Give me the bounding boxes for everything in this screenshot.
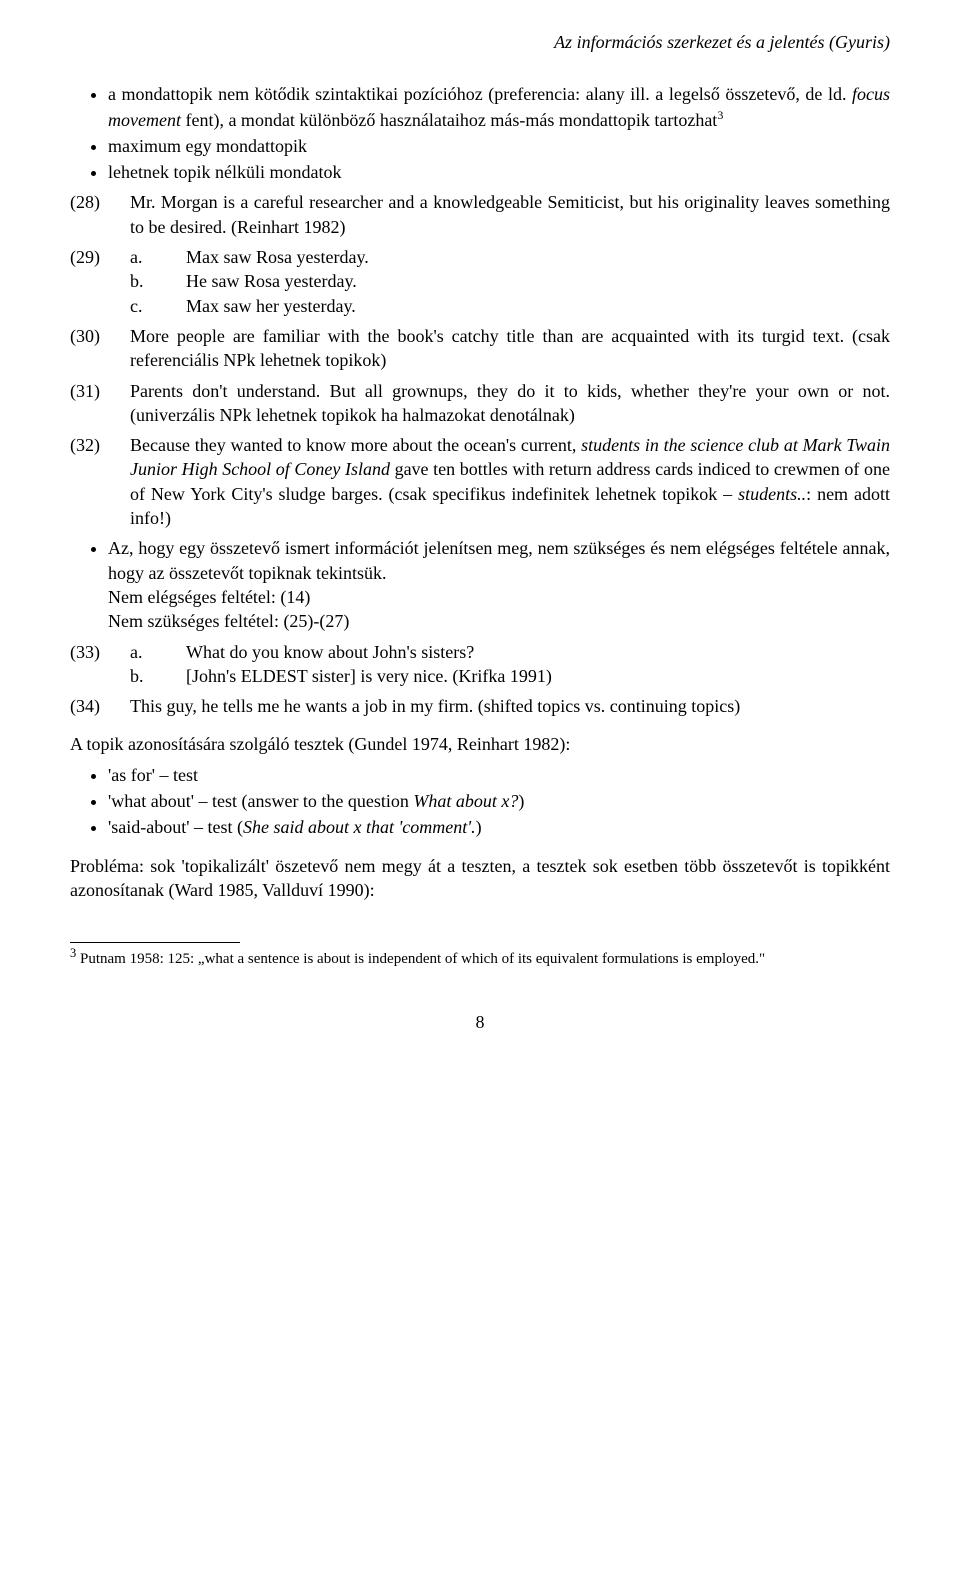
footnote-text: Putnam 1958: 125: „what a sentence is ab… [76,951,765,967]
sub-text: Max saw Rosa yesterday. [186,245,369,269]
example-text: This guy, he tells me he wants a job in … [130,694,890,718]
sub-text: He saw Rosa yesterday. [186,269,357,293]
bullet-item: lehetnek topik nélküli mondatok [108,160,890,184]
bullet-item: Az, hogy egy összetevő ismert információ… [108,536,890,633]
bullet-text: a mondattopik nem kötődik szintaktikai p… [108,84,890,129]
sub-label: b. [130,269,186,293]
tests-list: 'as for' – test 'what about' – test (ans… [70,763,890,840]
example-sub: a. What do you know about John's sisters… [130,640,890,664]
example-sub: c. Max saw her yesterday. [130,294,890,318]
example-text: Parents don't understand. But all grownu… [130,379,890,428]
example-text: More people are familiar with the book's… [130,324,890,373]
sub-line: Nem elégséges feltétel: (14) [108,585,890,609]
example-number: (33) [70,640,130,689]
sub-line: Nem szükséges feltétel: (25)-(27) [108,609,890,633]
footnote: 3 Putnam 1958: 125: „what a sentence is … [70,945,890,970]
sub-text: Max saw her yesterday. [186,294,356,318]
example-33: (33) a. What do you know about John's si… [70,640,890,689]
example-text: Mr. Morgan is a careful researcher and a… [130,190,890,239]
test-item: 'as for' – test [108,763,890,787]
bullet-list-mid: Az, hogy egy összetevő ismert információ… [70,536,890,633]
bullet-item: a mondattopik nem kötődik szintaktikai p… [108,82,890,132]
bullet-text: Az, hogy egy összetevő ismert információ… [108,538,890,582]
example-29: (29) a. Max saw Rosa yesterday. b. He sa… [70,245,890,318]
example-number: (29) [70,245,130,318]
sub-label: b. [130,664,186,688]
example-number: (32) [70,433,130,530]
test-item: 'what about' – test (answer to the quest… [108,789,890,813]
tests-intro: A topik azonosítására szolgáló tesztek (… [70,732,890,756]
sub-text: [John's ELDEST sister] is very nice. (Kr… [186,664,552,688]
example-sub: b. He saw Rosa yesterday. [130,269,890,293]
example-text: Because they wanted to know more about t… [130,433,890,530]
example-number: (30) [70,324,130,373]
sub-label: a. [130,640,186,664]
example-number: (34) [70,694,130,718]
example-number: (31) [70,379,130,428]
page-number: 8 [70,1010,890,1034]
example-number: (28) [70,190,130,239]
example-34: (34) This guy, he tells me he wants a jo… [70,694,890,718]
problem-paragraph: Probléma: sok 'topikalizált' öszetevő ne… [70,854,890,903]
footnote-separator [70,942,240,943]
example-sub: b. [John's ELDEST sister] is very nice. … [130,664,890,688]
example-31: (31) Parents don't understand. But all g… [70,379,890,428]
example-sub: a. Max saw Rosa yesterday. [130,245,890,269]
sub-label: a. [130,245,186,269]
example-32: (32) Because they wanted to know more ab… [70,433,890,530]
bullet-item: maximum egy mondattopik [108,134,890,158]
test-item: 'said-about' – test (She said about x th… [108,815,890,839]
bullet-list-top: a mondattopik nem kötődik szintaktikai p… [70,82,890,184]
sub-text: What do you know about John's sisters? [186,640,474,664]
running-header: Az információs szerkezet és a jelentés (… [70,30,890,54]
example-30: (30) More people are familiar with the b… [70,324,890,373]
example-28: (28) Mr. Morgan is a careful researcher … [70,190,890,239]
footnote-ref: 3 [717,108,723,122]
sub-label: c. [130,294,186,318]
